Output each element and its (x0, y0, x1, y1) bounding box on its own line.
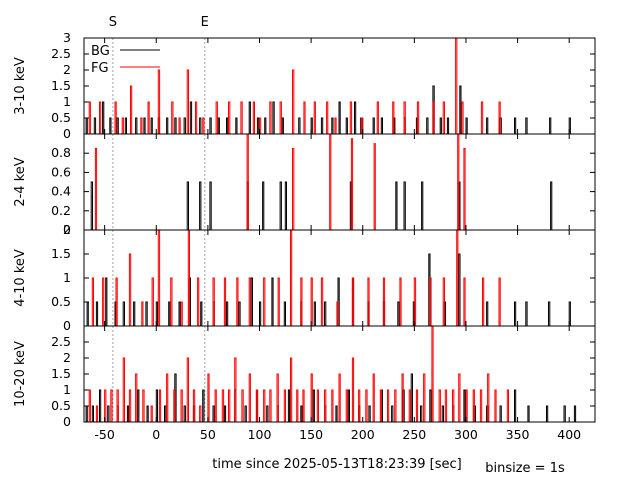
y-tick-label: 1.5 (51, 78, 71, 93)
legend-fg-label: FG (91, 61, 109, 76)
x-axis-label: time since 2025-05-13T18:23:39 [sec] (212, 457, 461, 472)
start-marker-label: S (109, 15, 117, 30)
y-tick-label: 0.6 (51, 164, 71, 179)
legend-bg-label: BG (91, 44, 110, 59)
y-tick-label: 0.8 (51, 145, 71, 160)
y-tick-label: 2.5 (51, 46, 71, 61)
y-axis-label: 2-4 keV (13, 157, 28, 206)
x-tick-label: 300 (454, 427, 478, 442)
y-tick-label: 1 (63, 270, 71, 285)
end-marker-label: E (201, 15, 209, 30)
x-tick-label: 250 (402, 427, 426, 442)
x-tick-label: 100 (248, 427, 272, 442)
binsize-label: binsize = 1s (485, 461, 565, 476)
y-tick-label: 2 (63, 350, 71, 365)
y-tick-label: 0.5 (51, 294, 71, 309)
x-tick-label: 150 (299, 427, 323, 442)
series-fg-line (84, 229, 595, 327)
y-tick-label: 0.2 (51, 203, 71, 218)
y-tick-label: 1 (63, 94, 71, 109)
y-axis-label: 3-10 keV (13, 57, 28, 115)
y-axis-label: 10-20 keV (13, 341, 28, 407)
x-tick-label: 350 (506, 427, 530, 442)
y-tick-label: 2.5 (51, 334, 71, 349)
y-tick-label: 0 (63, 222, 71, 237)
x-tick-label: 200 (351, 427, 375, 442)
x-tick-label: 50 (200, 427, 216, 442)
legend: BG FG (91, 44, 160, 76)
x-tick-label: 0 (152, 427, 160, 442)
y-axis-label: 4-10 keV (13, 249, 28, 307)
y-tick-label: 0.5 (51, 110, 71, 125)
x-tick-label: 400 (557, 427, 581, 442)
y-tick-label: 1.5 (51, 246, 71, 261)
y-tick-label: 2 (63, 62, 71, 77)
y-tick-label: 0 (63, 414, 71, 429)
y-tick-label: 2 (63, 222, 71, 237)
x-tick-label: -50 (94, 427, 114, 442)
panel-4-10-kev: 0 0.5 1 1.5 2 4-10 keV (13, 222, 596, 333)
y-tick-label: 0.5 (51, 398, 71, 413)
y-tick-label: 1.5 (51, 366, 71, 381)
y-tick-label: 0.4 (51, 184, 71, 199)
y-tick-label: 1 (63, 382, 71, 397)
y-tick-label: 3 (63, 30, 71, 45)
y-tick-label: 0 (63, 126, 71, 141)
panel-10-20-kev: 00.511.522.510-20 keV-50 0 50 100 150 200 250 3… (13, 325, 596, 442)
y-tick-label: 0 (63, 318, 71, 333)
